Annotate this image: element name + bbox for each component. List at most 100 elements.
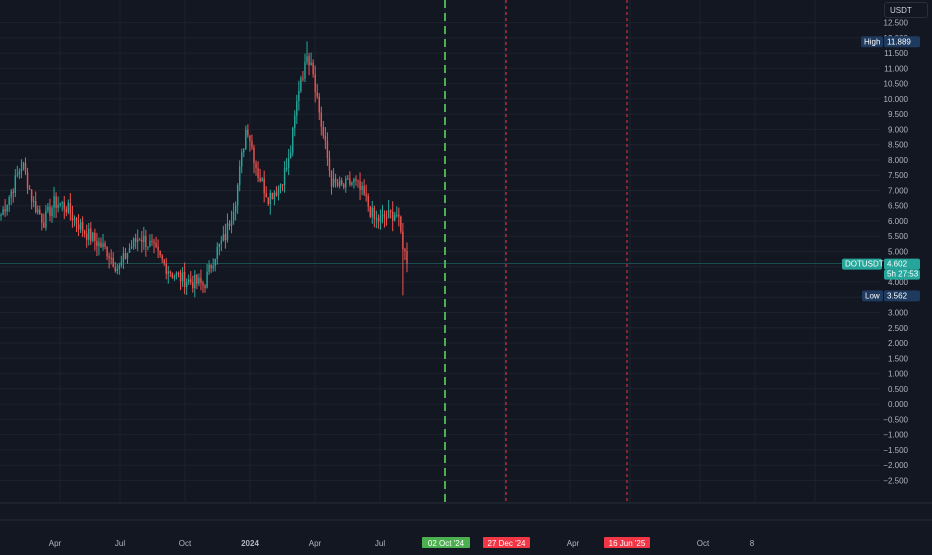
candle-body — [85, 233, 88, 240]
x-tick-label[interactable]: Apr — [567, 539, 580, 548]
candle-body — [61, 202, 63, 204]
candle — [177, 271, 180, 278]
candle-body — [96, 240, 98, 247]
candle — [10, 188, 12, 206]
candle-body — [253, 147, 255, 164]
candle-body — [53, 196, 55, 208]
candle-body — [312, 62, 314, 75]
candle — [330, 170, 333, 195]
candle-body — [391, 211, 394, 221]
candle — [208, 260, 210, 275]
candle — [167, 265, 170, 284]
x-tick-label[interactable]: 8 — [750, 539, 755, 548]
candle-body — [179, 272, 182, 282]
candle-body — [377, 218, 380, 222]
x-tick-label[interactable]: Jul — [375, 539, 385, 548]
candle-body — [24, 162, 27, 173]
candle — [357, 179, 359, 188]
candle — [245, 125, 247, 150]
candle-body — [106, 246, 108, 257]
candle-body — [122, 253, 125, 262]
candle — [373, 205, 376, 228]
candle — [159, 250, 161, 258]
candle-body — [128, 248, 131, 253]
candle-body — [157, 246, 159, 251]
candle — [275, 186, 278, 197]
candle-body — [102, 243, 104, 248]
candle-body — [75, 218, 78, 225]
candle-body — [100, 242, 102, 248]
x-tick-label[interactable]: Oct — [179, 539, 192, 548]
candle — [41, 213, 43, 231]
x-axis[interactable]: Apr Jul Oct 2024 Apr Jul Apr Oct 8 02 Oct '24 27 D… — [49, 537, 755, 548]
candle-body — [316, 91, 318, 97]
candlestick-series — [0, 41, 408, 298]
candle — [292, 126, 294, 157]
candle — [124, 247, 127, 260]
candle-body — [347, 178, 349, 180]
candle-body — [300, 78, 302, 92]
candle-body — [402, 231, 404, 250]
candle-body — [338, 180, 341, 186]
candle — [37, 205, 39, 215]
candle-body — [49, 206, 51, 217]
x-tick-label[interactable]: 2024 — [241, 539, 259, 548]
x-tick-label[interactable]: Apr — [309, 539, 322, 548]
candle-body — [261, 178, 263, 182]
candle — [314, 65, 316, 103]
candle — [267, 197, 269, 206]
candle-body — [171, 273, 174, 278]
candle — [204, 284, 206, 293]
candle-body — [204, 285, 206, 288]
candle — [391, 201, 394, 232]
y-tick-label: 9.500 — [888, 110, 909, 119]
candle — [104, 240, 106, 250]
y-tick-label: 12.500 — [884, 19, 909, 28]
candle-body — [51, 207, 53, 217]
candle-body — [351, 182, 353, 185]
candle-body — [159, 250, 161, 256]
candle — [228, 220, 231, 231]
candle — [383, 210, 386, 228]
candle — [306, 41, 308, 65]
candle — [126, 252, 129, 264]
candle — [69, 193, 72, 221]
candle — [367, 193, 369, 212]
candle — [134, 233, 137, 250]
candle-body — [292, 128, 294, 153]
candle-body — [124, 253, 127, 259]
candle — [359, 172, 361, 201]
candle — [253, 144, 255, 174]
y-tick-label: 10.000 — [884, 95, 909, 104]
y-tick-label: 7.000 — [888, 186, 909, 195]
candle-body — [249, 135, 251, 142]
y-tick-label: 4.000 — [888, 278, 909, 287]
x-tick-label[interactable]: Oct — [697, 539, 710, 548]
candle — [336, 178, 339, 188]
x-tick-label[interactable]: Apr — [49, 539, 62, 548]
candle-body — [324, 135, 327, 142]
currency-button[interactable]: USDT — [884, 2, 928, 18]
y-axis[interactable]: 12.50012.00011.50011.00010.50010.0009.50… — [883, 19, 908, 486]
candle — [212, 258, 214, 272]
candle-body — [387, 210, 390, 219]
candle-body — [175, 272, 178, 276]
candle-body — [375, 218, 378, 220]
candle-body — [367, 195, 369, 207]
y-tick-label: 6.500 — [888, 202, 909, 211]
candle — [20, 159, 23, 179]
x-tick-label[interactable]: Jul — [115, 539, 125, 548]
candle-body — [273, 192, 276, 200]
y-tick-label: −1.500 — [883, 446, 908, 455]
candle — [387, 199, 390, 219]
candle-body — [277, 188, 280, 196]
candle-body — [12, 191, 14, 193]
candle-body — [59, 203, 61, 205]
candle-body — [165, 263, 167, 274]
candle-body — [136, 239, 139, 242]
candle-body — [222, 234, 225, 241]
low-label: Low — [865, 291, 880, 300]
candle — [365, 184, 367, 202]
